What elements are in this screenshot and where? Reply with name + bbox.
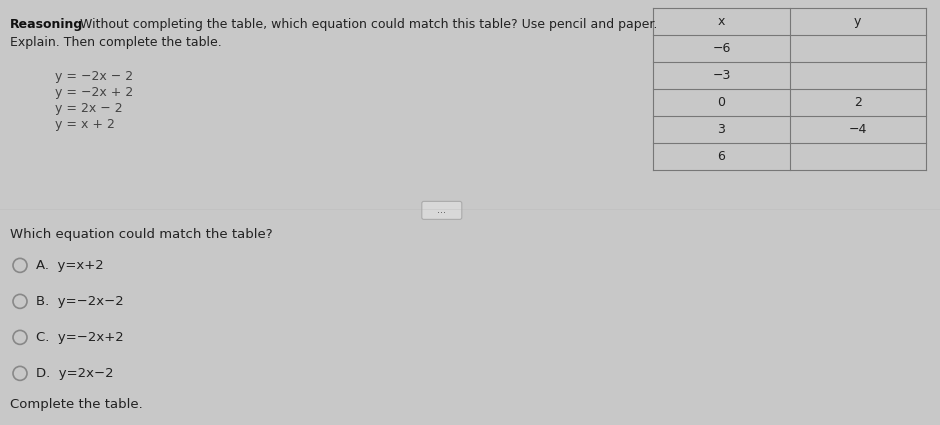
Text: Which equation could match the table?: Which equation could match the table?: [10, 228, 273, 241]
Text: y = −2x + 2: y = −2x + 2: [55, 86, 133, 99]
Text: D.  y=2x−2: D. y=2x−2: [36, 367, 114, 380]
Text: Reasoning: Reasoning: [10, 18, 84, 31]
Text: 0: 0: [717, 96, 726, 109]
Text: −4: −4: [849, 123, 867, 136]
Text: −3: −3: [713, 69, 730, 82]
Text: y = 2x − 2: y = 2x − 2: [55, 102, 122, 115]
Text: 3: 3: [717, 123, 726, 136]
Text: 6: 6: [717, 150, 726, 163]
Text: Without completing the table, which equation could match this table? Use pencil : Without completing the table, which equa…: [72, 18, 657, 31]
Text: Complete the table.: Complete the table.: [10, 398, 143, 411]
Text: Explain. Then complete the table.: Explain. Then complete the table.: [10, 36, 222, 49]
Text: A.  y=x+2: A. y=x+2: [36, 259, 103, 272]
Text: 2: 2: [854, 96, 862, 109]
Text: C.  y=−2x+2: C. y=−2x+2: [36, 331, 124, 344]
Text: B.  y=−2x−2: B. y=−2x−2: [36, 295, 124, 308]
Text: ...: ...: [437, 205, 446, 215]
Text: y = x + 2: y = x + 2: [55, 118, 115, 131]
Text: y = −2x − 2: y = −2x − 2: [55, 70, 133, 83]
FancyBboxPatch shape: [422, 201, 462, 219]
Text: x: x: [718, 15, 725, 28]
Text: y: y: [854, 15, 861, 28]
Text: −6: −6: [713, 42, 730, 55]
